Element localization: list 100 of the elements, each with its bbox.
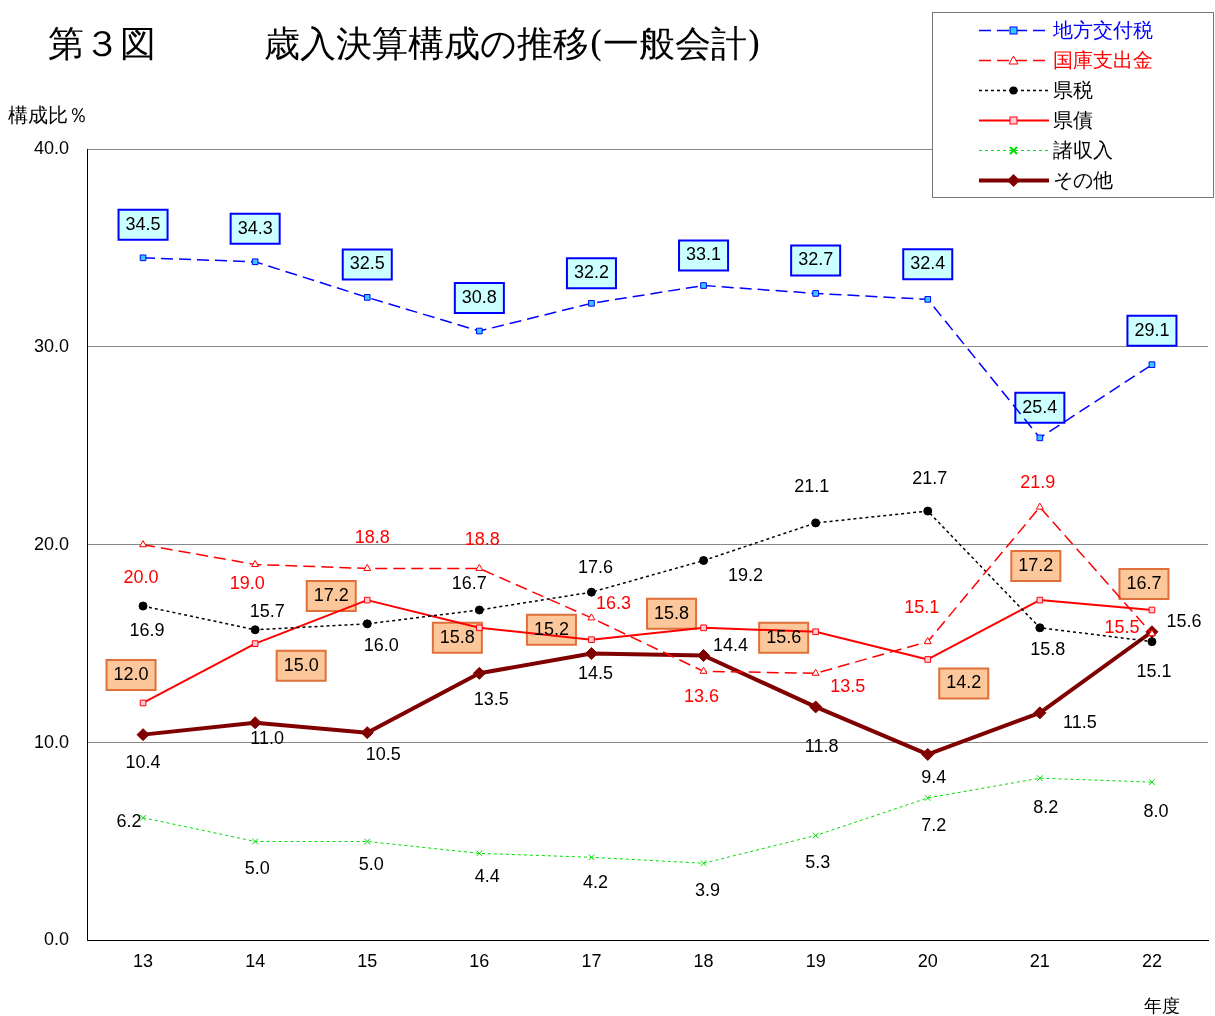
x-tick-label: 14 [245, 951, 266, 972]
data-label: 32.2 [573, 262, 609, 283]
data-label: 29.1 [1134, 319, 1170, 340]
point [588, 636, 595, 643]
point [362, 619, 372, 629]
point [1033, 706, 1047, 720]
data-label: 10.5 [365, 743, 401, 764]
data-label: 13.5 [830, 676, 866, 697]
data-label: 34.3 [237, 217, 273, 238]
point [923, 637, 932, 645]
data-label: 16.7 [451, 572, 487, 593]
x-tick-label: 15 [357, 951, 378, 972]
point [812, 628, 819, 636]
point [475, 563, 484, 571]
point [476, 624, 483, 632]
data-label: 32.5 [349, 253, 385, 274]
point [251, 838, 259, 845]
data-label: 13.5 [473, 689, 509, 710]
point [923, 506, 933, 516]
point [248, 716, 262, 730]
legend-label: 国庫支出金 [1053, 46, 1153, 74]
data-label: 18.8 [464, 529, 500, 550]
data-label: 18.8 [354, 527, 390, 548]
point [363, 563, 372, 571]
point [1148, 361, 1156, 368]
data-label: 4.4 [474, 866, 500, 887]
point [924, 656, 932, 663]
x-tick-label: 19 [805, 951, 826, 972]
data-label: 21.7 [912, 468, 948, 489]
data-label: 25.4 [1022, 396, 1058, 417]
data-label: 10.4 [125, 751, 161, 772]
y-tick-label: 30.0 [33, 335, 69, 356]
point [811, 518, 821, 528]
point [812, 832, 819, 839]
data-label: 11.0 [250, 727, 284, 748]
data-label: 14.4 [713, 635, 749, 656]
point [587, 613, 596, 621]
data-label: 21.9 [1020, 472, 1056, 493]
data-label: 16.7 [1126, 572, 1162, 593]
point [472, 666, 486, 680]
data-label: 32.7 [798, 249, 834, 270]
point [921, 747, 935, 761]
point [1036, 596, 1044, 604]
point [812, 290, 819, 297]
data-label: 15.6 [766, 626, 802, 647]
point [700, 624, 707, 632]
point [586, 587, 596, 597]
data-label: 9.4 [921, 767, 947, 788]
data-label: 13.6 [684, 686, 720, 707]
data-label: 15.8 [1030, 638, 1066, 659]
point [699, 556, 709, 566]
data-label: 15.1 [1136, 660, 1172, 681]
point [700, 282, 707, 289]
point [697, 649, 711, 662]
x-tick-label: 13 [133, 951, 154, 972]
y-tick-label: 0.0 [43, 929, 69, 950]
data-label: 5.0 [244, 858, 270, 879]
point [924, 296, 932, 303]
point [251, 258, 259, 266]
chart-title: 第３図 歳入決算構成の推移(一般会計) [48, 22, 762, 66]
data-label: 14.2 [946, 672, 982, 693]
x-axis-title: 年度 [1144, 994, 1180, 1016]
point [251, 559, 260, 567]
point [584, 647, 598, 661]
point [588, 300, 595, 307]
point [363, 596, 371, 604]
point [363, 294, 371, 301]
point [924, 794, 932, 802]
data-label: 17.2 [313, 585, 349, 606]
data-label: 17.2 [1018, 555, 1054, 576]
data-label: 15.8 [439, 626, 475, 647]
point [811, 668, 820, 676]
y-axis-title: 構成比％ [8, 102, 88, 129]
point [1035, 623, 1045, 633]
data-label: 3.9 [695, 880, 721, 901]
point [250, 625, 260, 635]
x-tick-label: 16 [469, 951, 490, 972]
point [700, 859, 707, 867]
data-label: 16.9 [129, 620, 165, 640]
legend-label: 諸収入 [1053, 136, 1113, 164]
point [699, 666, 708, 674]
legend-label: 県税 [1053, 76, 1093, 104]
data-label: 11.5 [1063, 711, 1097, 732]
data-label: 19.2 [728, 565, 764, 586]
data-label: 15.7 [249, 600, 285, 621]
data-label: 32.4 [910, 253, 946, 274]
data-label: 19.0 [229, 573, 265, 594]
point [251, 640, 259, 647]
point [1147, 637, 1157, 647]
data-label: 8.2 [1033, 797, 1059, 818]
data-label: 15.0 [283, 654, 319, 675]
point [588, 853, 595, 861]
point [1148, 606, 1156, 614]
point [139, 254, 147, 262]
data-label: 20.0 [123, 566, 159, 587]
point [138, 601, 148, 611]
data-label: 16.0 [363, 634, 399, 655]
point [136, 728, 150, 742]
data-label: 5.3 [805, 851, 831, 872]
y-tick-label: 10.0 [33, 731, 69, 752]
